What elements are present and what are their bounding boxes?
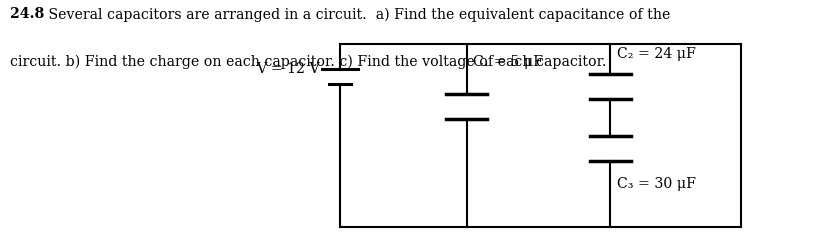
Text: 24.8: 24.8 — [10, 7, 44, 21]
Text: C₂ = 24 μF: C₂ = 24 μF — [617, 47, 695, 61]
Text: C₁ = 5 μF: C₁ = 5 μF — [473, 55, 543, 69]
Text: circuit. b) Find the charge on each capacitor. c) Find the voltage of each capac: circuit. b) Find the charge on each capa… — [10, 54, 606, 69]
Text: C₃ = 30 μF: C₃ = 30 μF — [617, 177, 695, 191]
Text: Several capacitors are arranged in a circuit.  a) Find the equivalent capacitanc: Several capacitors are arranged in a cir… — [44, 7, 671, 22]
Text: V = 12 V: V = 12 V — [256, 62, 319, 76]
